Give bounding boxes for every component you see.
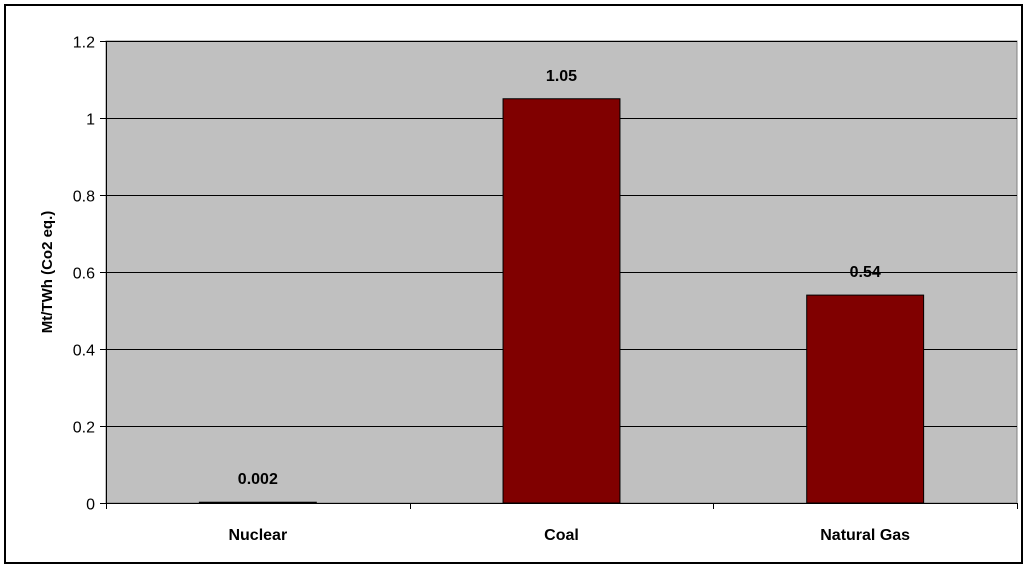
bar-natural-gas xyxy=(806,294,925,504)
y-tick-label: 0.6 xyxy=(73,266,95,283)
y-tick-label: 0.4 xyxy=(73,343,95,360)
y-tick-label: 1 xyxy=(86,112,95,129)
y-tick-label: 0.8 xyxy=(73,189,95,206)
y-tick-label: 1.2 xyxy=(73,35,95,52)
category-label: Nuclear xyxy=(228,527,287,544)
y-axis: 0 0.2 0.4 0.6 0.8 1 1.2 xyxy=(73,35,107,514)
bar-coal xyxy=(502,98,621,504)
bars: 0.002 1.05 0.54 xyxy=(198,68,925,504)
data-label: 0.54 xyxy=(850,264,881,281)
y-tick-label: 0 xyxy=(86,497,95,514)
category-label: Natural Gas xyxy=(820,527,910,544)
data-label: 0.002 xyxy=(238,471,278,488)
y-axis-title: Mt/TWh (Co2 eq.) xyxy=(39,211,56,333)
x-axis: Nuclear Coal Natural Gas xyxy=(106,503,1018,544)
data-label: 1.05 xyxy=(546,68,577,85)
category-label: Coal xyxy=(544,527,579,544)
y-tick-label: 0.2 xyxy=(73,420,95,437)
